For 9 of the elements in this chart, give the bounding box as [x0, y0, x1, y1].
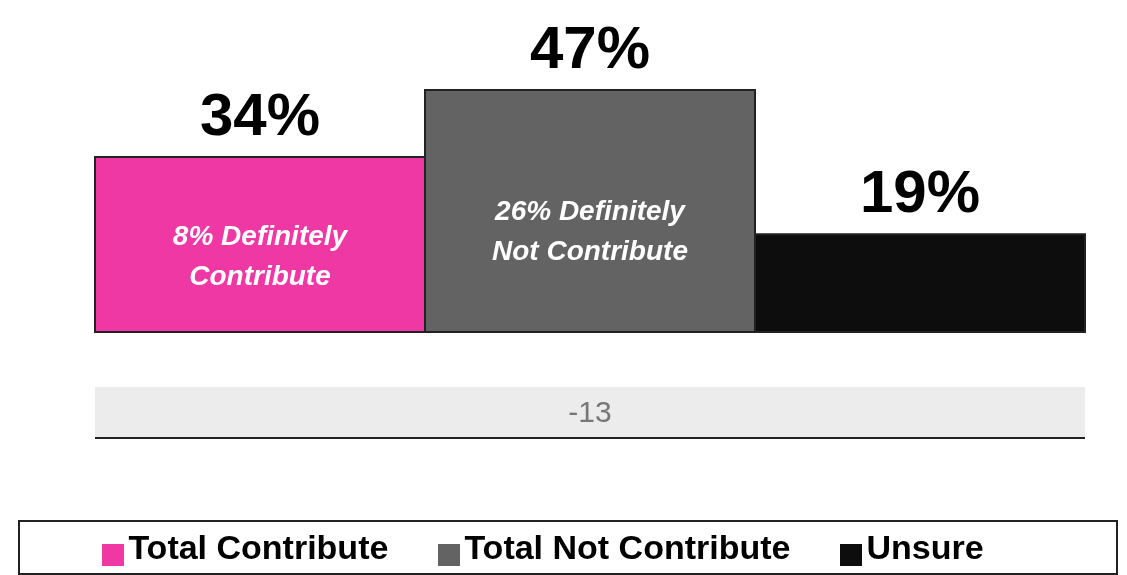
data-label: 47% — [529, 14, 651, 81]
legend-label: Total Not Contribute — [464, 528, 791, 566]
annotation: 8% Definitely Contribute — [172, 220, 349, 292]
legend-label: Total Contribute — [128, 528, 389, 566]
text: -13 — [95, 387, 1085, 439]
data-label: 19% — [859, 158, 981, 226]
data-label: 34% — [199, 80, 321, 148]
legend-label: Unsure — [866, 528, 984, 566]
annotation: 26% Definitely Not Contribute — [492, 195, 688, 267]
